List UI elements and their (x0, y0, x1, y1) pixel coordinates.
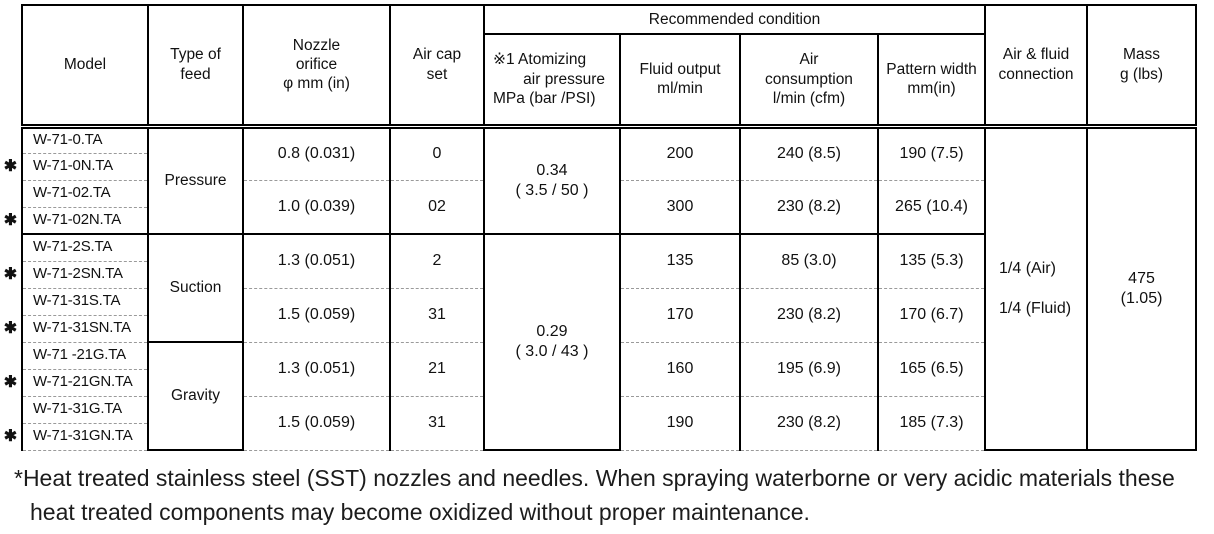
nozzle-orifice-cell: 1.3 (0.051) (242, 233, 390, 288)
asterisk-gutter (0, 5, 22, 126)
air-cap-set-cell: 31 (389, 287, 484, 342)
sst-asterisk: ✱ (3, 265, 18, 283)
feed-type-cell: Gravity (147, 341, 244, 451)
air-cap-set-cell: 21 (389, 341, 484, 396)
nozzle-orifice-cell: 1.0 (0.039) (242, 179, 390, 234)
air-consumption-cell: 230 (8.2) (739, 287, 878, 342)
footnote-line-1: *Heat treated stainless steel (SST) nozz… (14, 465, 1175, 491)
air-cap-set-cell: 0 (389, 126, 484, 180)
fluid-output-cell: 190 (619, 395, 740, 451)
asterisk-gutter (0, 234, 22, 261)
atomizing-pressure-cell: 0.29 ( 3.0 / 43 ) (483, 233, 621, 451)
sst-asterisk: ✱ (3, 427, 18, 445)
sst-asterisk: ✱ (3, 319, 18, 337)
nozzle-orifice-cell: 0.8 (0.031) (242, 126, 390, 180)
atomizing-pressure-cell: 0.34 ( 3.5 / 50 ) (483, 125, 621, 235)
air-cap-set-cell: 31 (389, 395, 484, 451)
air-consumption-cell: 230 (8.2) (739, 179, 878, 234)
asterisk-gutter (0, 342, 22, 369)
model-cell: W-71-31S.TA (21, 287, 148, 315)
footnote-line-2: heat treated components may become oxidi… (30, 499, 810, 525)
model-cell: W-71-2S.TA (21, 233, 148, 261)
nozzle-orifice-cell: 1.5 (0.059) (242, 395, 390, 451)
fluid-output-cell: 160 (619, 341, 740, 396)
model-cell: W-71-02.TA (21, 179, 148, 207)
model-cell: W-71-02N.TA (21, 206, 148, 234)
air-consumption-cell: 230 (8.2) (739, 395, 878, 451)
column-group-header-recommended-condition: Recommended condition (482, 4, 986, 35)
model-cell: W-71-0N.TA (21, 152, 148, 180)
asterisk-gutter (0, 126, 22, 153)
model-cell: W-71-31SN.TA (21, 314, 148, 342)
model-cell: W-71 -21G.TA (21, 341, 148, 369)
model-cell: W-71-21GN.TA (21, 368, 148, 396)
column-header-air-consumption: Air consumption l/min (cfm) (739, 34, 878, 129)
column-header-model: Model (21, 4, 148, 129)
sst-asterisk: ✱ (3, 157, 18, 175)
column-header-pattern-width: Pattern width mm(in) (876, 34, 986, 129)
nozzle-orifice-cell: 1.5 (0.059) (242, 287, 390, 342)
air-consumption-cell: 85 (3.0) (739, 233, 878, 288)
sst-asterisk: ✱ (3, 373, 18, 391)
column-header-type-of-feed: Type of feed (147, 4, 243, 129)
model-cell: W-71-2SN.TA (21, 260, 148, 288)
column-header-atomizing-air-pressure: ※1 Atomizing air pressure MPa (bar /PSI) (483, 34, 620, 129)
pattern-width-cell: 265 (10.4) (876, 179, 986, 234)
fluid-output-cell: 135 (619, 233, 740, 288)
column-header-air-cap-set: Air cap set (389, 4, 484, 129)
footnote: *Heat treated stainless steel (SST) nozz… (14, 461, 1214, 529)
fluid-output-cell: 300 (619, 179, 740, 234)
air-cap-set-cell: 2 (389, 233, 484, 288)
fluid-output-cell: 170 (619, 287, 740, 342)
column-header-mass: Mass g (lbs) (1086, 4, 1198, 129)
spec-table: Model Type of feed Nozzle orifice φ mm (… (0, 4, 1198, 451)
asterisk-gutter (0, 396, 22, 423)
feed-type-cell: Suction (147, 233, 244, 343)
mass-cell: 475 (1.05) (1086, 126, 1198, 451)
model-cell: W-71-31GN.TA (21, 422, 148, 451)
model-cell: W-71-0.TA (21, 126, 148, 153)
pattern-width-cell: 170 (6.7) (876, 287, 986, 342)
asterisk-gutter (0, 180, 22, 207)
pattern-width-cell: 190 (7.5) (876, 126, 986, 180)
air-cap-set-cell: 02 (389, 179, 484, 234)
feed-type-cell: Pressure (147, 125, 244, 235)
air-fluid-connection-cell: 1/4 (Air) 1/4 (Fluid) (984, 126, 1088, 451)
column-header-air-fluid-connection: Air & fluid connection (984, 4, 1088, 129)
pattern-width-cell: 165 (6.5) (876, 341, 986, 396)
model-cell: W-71-31G.TA (21, 395, 148, 423)
sst-asterisk: ✱ (3, 211, 18, 229)
fluid-output-cell: 200 (619, 126, 740, 180)
air-consumption-cell: 195 (6.9) (739, 341, 878, 396)
pattern-width-cell: 135 (5.3) (876, 233, 986, 288)
pattern-width-cell: 185 (7.3) (876, 395, 986, 451)
nozzle-orifice-cell: 1.3 (0.051) (242, 341, 390, 396)
column-header-fluid-output: Fluid output ml/min (619, 34, 740, 129)
column-header-nozzle-orifice: Nozzle orifice φ mm (in) (242, 4, 390, 129)
air-consumption-cell: 240 (8.5) (739, 126, 878, 180)
asterisk-gutter (0, 288, 22, 315)
